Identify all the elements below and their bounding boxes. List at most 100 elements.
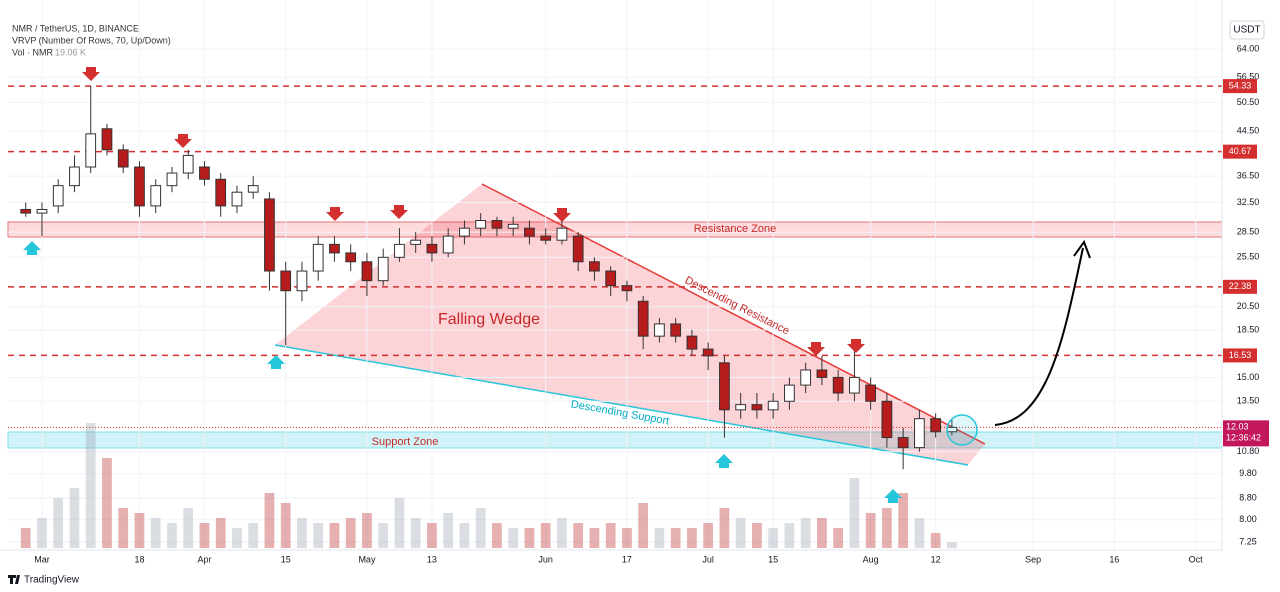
- volume-bar: [427, 523, 437, 548]
- last-price-label: 12.03: [1226, 422, 1249, 432]
- candle-body: [524, 227, 535, 237]
- currency-box[interactable]: [1229, 20, 1265, 40]
- brand: TradingView: [24, 575, 80, 586]
- candle-body: [361, 261, 373, 282]
- plot: [20, 86, 958, 548]
- volume-bar: [605, 523, 616, 548]
- indicator: VRVP (Number Of Rows, 70, Up/Down): [12, 35, 171, 45]
- volume-bar: [573, 523, 584, 548]
- x-tick-label: Sep: [1025, 554, 1041, 564]
- volume-bar: [443, 513, 454, 548]
- x-tick-label: 15: [281, 554, 291, 564]
- x-tick-label: 13: [427, 554, 437, 564]
- candle-body: [637, 300, 649, 337]
- volume-bar: [719, 508, 730, 548]
- candle-body: [491, 220, 503, 229]
- volume-bar: [784, 523, 795, 548]
- arrow: [807, 342, 825, 356]
- candle-body: [589, 261, 600, 272]
- x-tick-label: Mar: [34, 554, 50, 564]
- candle-body: [264, 198, 275, 272]
- volume-bar: [150, 518, 161, 548]
- levels: [8, 85, 1222, 428]
- candle-body: [231, 191, 243, 207]
- volume-bar: [20, 528, 31, 548]
- volume-bar: [394, 498, 405, 548]
- volume-bar: [833, 528, 844, 548]
- y-tick-label: 10.80: [1237, 446, 1260, 456]
- level-tag: [1223, 79, 1257, 94]
- arrow: [326, 207, 344, 221]
- level-tag: [1223, 144, 1257, 159]
- x-tick-label: May: [358, 554, 376, 564]
- candle-body: [507, 223, 519, 229]
- volume-bar: [362, 513, 372, 548]
- volume-bar: [898, 493, 909, 548]
- arrow: [82, 67, 100, 81]
- y-axis: 64.00 56.50 50.50 44.50 36.50 32.50 28.50 25.50…: [1223, 43, 1269, 546]
- x-tick-label: 15: [768, 554, 778, 564]
- volume-bar: [670, 528, 681, 548]
- volume-bar: [118, 508, 129, 548]
- y-tick-label: 9.80: [1239, 468, 1257, 478]
- candle-body: [751, 404, 763, 411]
- support-line: [274, 344, 969, 466]
- candle-body: [540, 235, 552, 241]
- y-tick-label: 8.80: [1239, 493, 1257, 503]
- x-tick-label: 16: [1109, 554, 1119, 564]
- candle-body: [459, 227, 470, 237]
- x-tick-label: 17: [622, 554, 632, 564]
- volume-bar: [459, 523, 470, 548]
- volume-bar: [768, 528, 779, 548]
- volume-bar: [280, 503, 291, 548]
- candle-body: [832, 376, 844, 394]
- volume-bar: [167, 523, 177, 548]
- volume-bar: [589, 528, 600, 548]
- volume-bar: [654, 528, 665, 548]
- candle-body: [166, 172, 178, 187]
- arrow: [174, 134, 192, 148]
- candle-body: [394, 243, 405, 258]
- resistance-zone: [7, 221, 1223, 238]
- volume-bar: [752, 523, 762, 548]
- level-label: 22.38: [1229, 281, 1252, 291]
- candle-body: [605, 270, 617, 287]
- volume-label: Vol · NMR: [12, 47, 54, 57]
- volume-bar: [524, 528, 535, 548]
- candle-body: [914, 418, 925, 449]
- arrow: [884, 489, 902, 503]
- y-tick-label: 32.50: [1237, 197, 1260, 207]
- volume-bar: [800, 518, 811, 548]
- volume-bar: [849, 478, 860, 548]
- level-label: 54.33: [1229, 80, 1252, 90]
- candle-body: [849, 376, 860, 394]
- x-tick-label: Aug: [863, 554, 879, 564]
- countdown: 12:36:42: [1226, 433, 1261, 443]
- y-tick-label: 50.50: [1237, 97, 1260, 107]
- volume-bar: [264, 493, 275, 548]
- volume-bar: [378, 523, 389, 548]
- candle-body: [686, 335, 698, 350]
- candle-body: [410, 239, 422, 245]
- volume-bar: [297, 518, 307, 548]
- volume-bar: [947, 542, 957, 548]
- candle-body: [134, 166, 145, 207]
- candle-body: [247, 185, 259, 193]
- candle-body: [182, 154, 194, 174]
- volume-bar: [508, 528, 519, 548]
- volume-bar: [735, 518, 746, 548]
- y-tick-label: 18.50: [1237, 324, 1260, 334]
- candle-body: [345, 252, 357, 263]
- arrow: [847, 339, 865, 353]
- volume-bar: [540, 523, 551, 548]
- volume-bar: [817, 518, 827, 548]
- annotations: [7, 183, 1223, 466]
- x-tick-label: Jul: [702, 554, 714, 564]
- candle-body: [20, 208, 32, 214]
- candle-body: [572, 235, 584, 263]
- y-tick-label: 13.50: [1237, 396, 1260, 406]
- projection-arrowhead: [1073, 239, 1091, 259]
- candle-body: [280, 270, 292, 292]
